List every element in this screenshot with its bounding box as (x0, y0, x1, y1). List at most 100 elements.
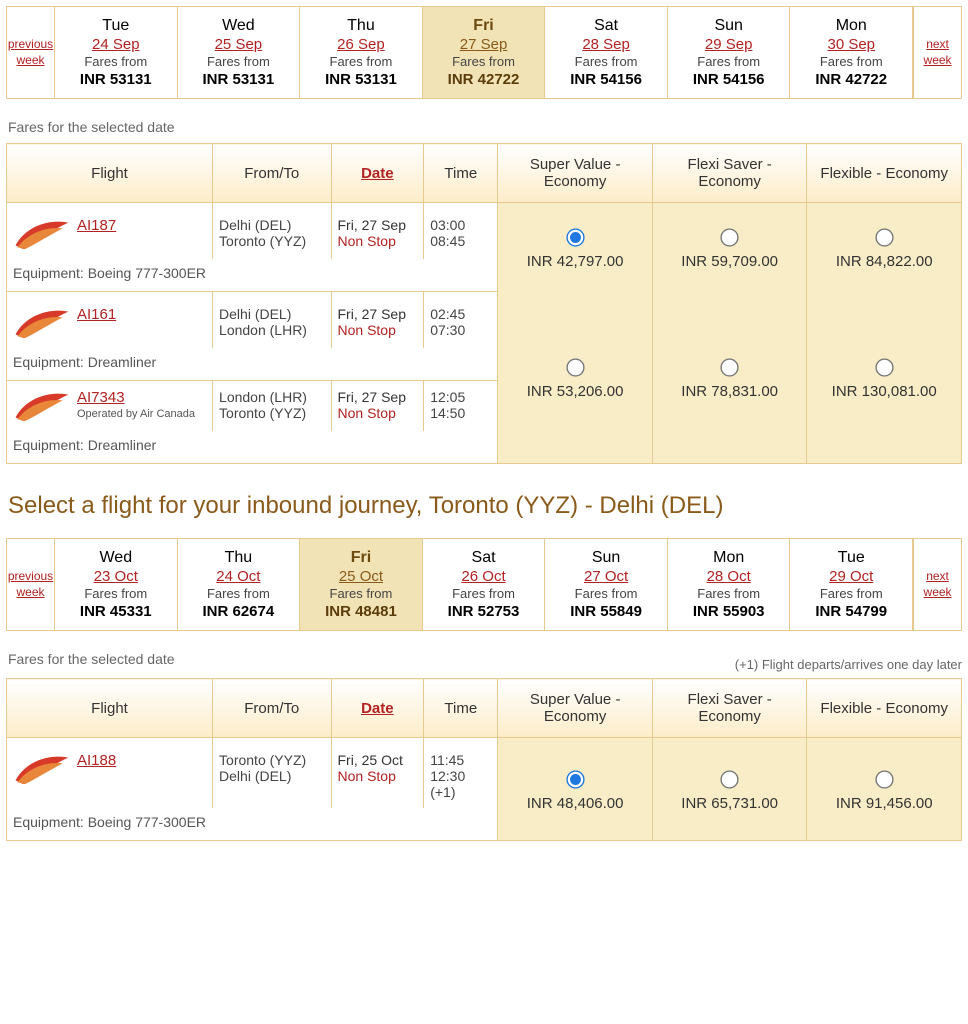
date-option[interactable]: Wed25 SepFares fromINR 53131 (178, 7, 301, 98)
date-link[interactable]: 29 Sep (672, 36, 786, 53)
flight-number-link[interactable]: AI187 (77, 213, 116, 234)
fare-price: INR 48,406.00 (504, 795, 646, 812)
date-link[interactable]: 27 Sep (427, 36, 541, 53)
date-link[interactable]: 25 Oct (304, 568, 418, 585)
date-option[interactable]: Thu24 OctFares fromINR 62674 (178, 539, 301, 630)
date-link[interactable]: 28 Sep (549, 36, 663, 53)
airline-logo-icon (13, 306, 71, 340)
hdr-time: Time (424, 144, 498, 203)
fare-radio[interactable] (566, 770, 584, 788)
from-to-cell: Toronto (YYZ)Delhi (DEL) (213, 738, 331, 809)
fare-option[interactable]: INR 84,822.00 (807, 203, 962, 292)
airline-logo-icon (13, 389, 71, 423)
equipment-label: Equipment: Dreamliner (7, 348, 498, 381)
lowest-price: INR 55903 (672, 603, 786, 620)
date-option[interactable]: Tue29 OctFares fromINR 54799 (790, 539, 913, 630)
prev-week-link[interactable]: previousweek (7, 539, 55, 630)
lowest-price: INR 54156 (672, 71, 786, 88)
hdr-flexible: Flexible - Economy (807, 679, 962, 738)
fare-price: INR 84,822.00 (813, 253, 955, 270)
equipment-label: Equipment: Dreamliner (7, 431, 498, 464)
fare-price: INR 65,731.00 (659, 795, 801, 812)
fare-option[interactable]: INR 130,081.00 (807, 292, 962, 464)
lowest-price: INR 53131 (182, 71, 296, 88)
date-option[interactable]: Sun27 OctFares fromINR 55849 (545, 539, 668, 630)
day-of-week: Fri (427, 17, 541, 35)
date-link[interactable]: 30 Sep (794, 36, 908, 53)
hdr-flexi-saver: Flexi Saver - Economy (652, 144, 807, 203)
fares-from-label: Fares from (304, 54, 418, 69)
date-link[interactable]: 24 Oct (182, 568, 296, 585)
fare-radio[interactable] (721, 770, 739, 788)
fare-option[interactable]: INR 53,206.00 (498, 292, 653, 464)
date-option[interactable]: Mon30 SepFares fromINR 42722 (790, 7, 913, 98)
fare-radio[interactable] (566, 228, 584, 246)
fare-option[interactable]: INR 91,456.00 (807, 738, 962, 841)
day-of-week: Thu (182, 549, 296, 567)
flight-number-link[interactable]: AI188 (77, 748, 116, 769)
fare-radio[interactable] (875, 358, 893, 376)
date-option[interactable]: Tue24 SepFares fromINR 53131 (55, 7, 178, 98)
operated-by: Operated by Air Canada (77, 408, 195, 421)
time-cell: 03:0008:45 (424, 203, 498, 260)
date-option[interactable]: Sun29 SepFares fromINR 54156 (668, 7, 791, 98)
fare-radio[interactable] (875, 228, 893, 246)
fare-option[interactable]: INR 48,406.00 (498, 738, 653, 841)
date-link[interactable]: 23 Oct (59, 568, 173, 585)
day-of-week: Mon (794, 17, 908, 35)
outbound-date-strip: previousweekTue24 SepFares fromINR 53131… (6, 6, 962, 99)
flight-number-link[interactable]: AI161 (77, 302, 116, 323)
day-of-week: Wed (59, 549, 173, 567)
fare-radio[interactable] (566, 358, 584, 376)
fares-from-label: Fares from (427, 54, 541, 69)
date-link[interactable]: 26 Sep (304, 36, 418, 53)
outbound-caption: Fares for the selected date (8, 119, 962, 135)
day-of-week: Fri (304, 549, 418, 567)
from-to-cell: Delhi (DEL)Toronto (YYZ) (213, 203, 331, 260)
fare-option[interactable]: INR 59,709.00 (652, 203, 807, 292)
lowest-price: INR 55849 (549, 603, 663, 620)
fares-from-label: Fares from (427, 586, 541, 601)
hdr-fromto: From/To (213, 144, 331, 203)
date-option[interactable]: Sat26 OctFares fromINR 52753 (423, 539, 546, 630)
next-week-link[interactable]: nextweek (913, 7, 961, 98)
hdr-flight: Flight (7, 144, 213, 203)
fares-from-label: Fares from (549, 586, 663, 601)
date-option[interactable]: Mon28 OctFares fromINR 55903 (668, 539, 791, 630)
date-option[interactable]: Wed23 OctFares fromINR 45331 (55, 539, 178, 630)
next-week-link[interactable]: nextweek (913, 539, 961, 630)
date-link[interactable]: 25 Sep (182, 36, 296, 53)
fare-option[interactable]: INR 78,831.00 (652, 292, 807, 464)
hdr-date[interactable]: Date (331, 144, 424, 203)
hdr-date[interactable]: Date (331, 679, 424, 738)
date-option[interactable]: Fri25 OctFares fromINR 48481 (300, 539, 423, 630)
fares-from-label: Fares from (59, 586, 173, 601)
date-option[interactable]: Thu26 SepFares fromINR 53131 (300, 7, 423, 98)
date-option[interactable]: Fri27 SepFares fromINR 42722 (423, 7, 546, 98)
fares-from-label: Fares from (304, 586, 418, 601)
date-option[interactable]: Sat28 SepFares fromINR 54156 (545, 7, 668, 98)
fare-radio[interactable] (721, 358, 739, 376)
airline-logo-icon (13, 752, 71, 786)
date-link[interactable]: 29 Oct (794, 568, 908, 585)
fare-radio[interactable] (721, 228, 739, 246)
day-of-week: Thu (304, 17, 418, 35)
flight-number-link[interactable]: AI7343 (77, 385, 125, 406)
fare-price: INR 78,831.00 (659, 383, 801, 400)
equipment-label: Equipment: Boeing 777-300ER (7, 808, 498, 841)
fare-price: INR 53,206.00 (504, 383, 646, 400)
prev-week-link[interactable]: previousweek (7, 7, 55, 98)
fare-option[interactable]: INR 65,731.00 (652, 738, 807, 841)
fare-radio[interactable] (875, 770, 893, 788)
date-link[interactable]: 24 Sep (59, 36, 173, 53)
time-cell: 12:0514:50 (424, 381, 498, 432)
hdr-flexible: Flexible - Economy (807, 144, 962, 203)
fare-option[interactable]: INR 42,797.00 (498, 203, 653, 292)
hdr-fromto: From/To (213, 679, 331, 738)
hdr-super-value: Super Value - Economy (498, 144, 653, 203)
date-link[interactable]: 28 Oct (672, 568, 786, 585)
lowest-price: INR 53131 (59, 71, 173, 88)
date-link[interactable]: 26 Oct (427, 568, 541, 585)
date-link[interactable]: 27 Oct (549, 568, 663, 585)
day-of-week: Sun (672, 17, 786, 35)
